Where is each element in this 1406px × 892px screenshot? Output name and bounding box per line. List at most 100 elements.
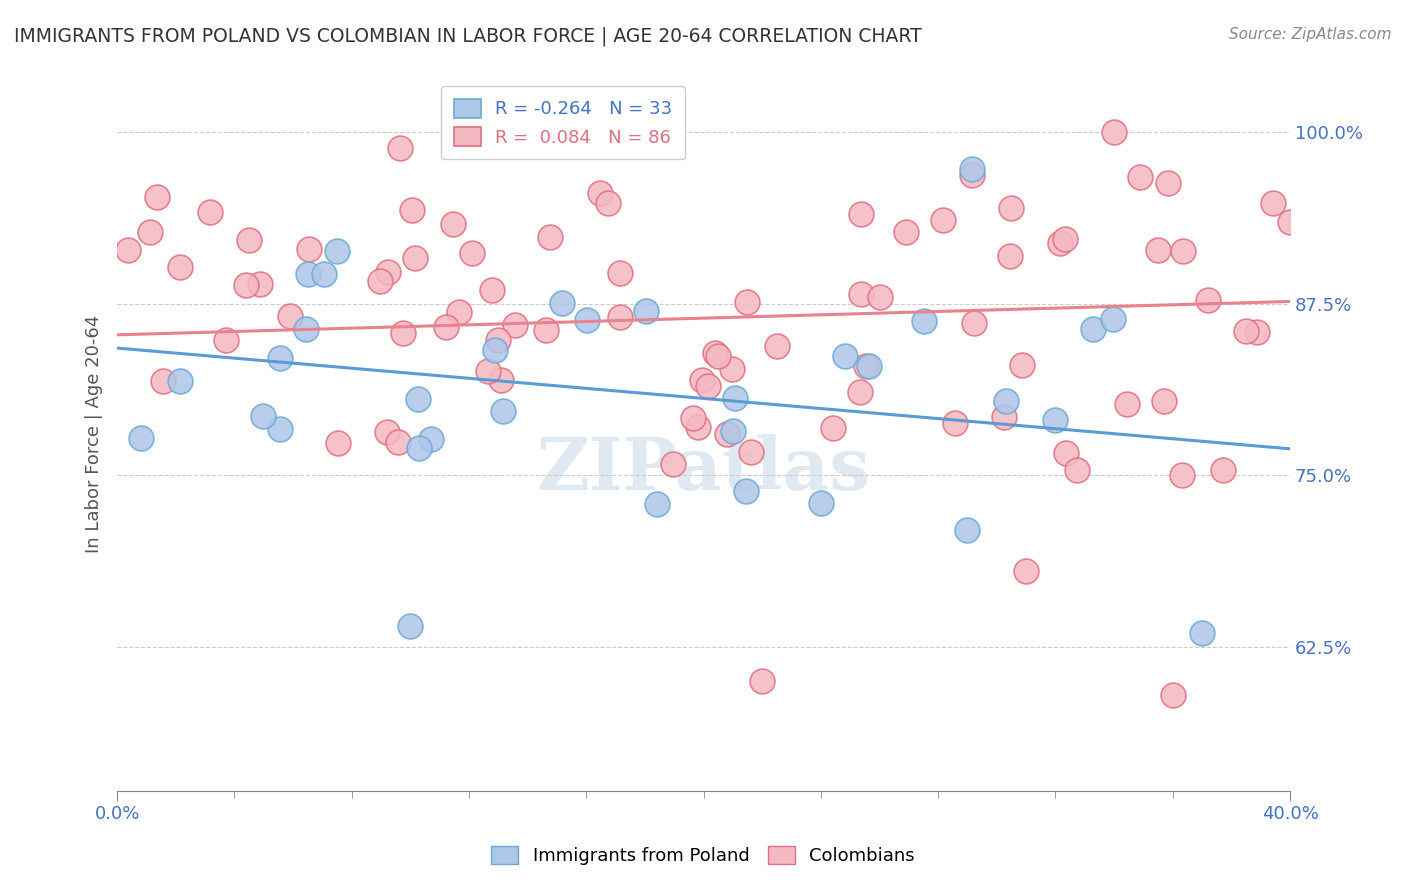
Point: [399, 619, 422, 633]
Point: [129, 431, 152, 445]
Point: [912, 314, 935, 328]
Point: [249, 39, 271, 54]
Point: [1101, 311, 1123, 326]
Point: [389, 141, 412, 155]
Point: [735, 483, 758, 498]
Point: [434, 320, 457, 334]
Point: [1191, 626, 1213, 640]
Point: [449, 305, 471, 319]
Point: [735, 295, 758, 310]
Point: [724, 391, 747, 405]
Point: [551, 295, 574, 310]
Point: [931, 212, 953, 227]
Point: [1049, 235, 1071, 250]
Point: [1153, 393, 1175, 408]
Point: [851, 287, 873, 301]
Legend: Immigrants from Poland, Colombians: Immigrants from Poland, Colombians: [482, 837, 924, 874]
Point: [609, 310, 631, 325]
Point: [636, 303, 658, 318]
Point: [387, 434, 409, 449]
Point: [146, 190, 169, 204]
Point: [215, 333, 238, 347]
Point: [484, 343, 506, 357]
Legend: R = -0.264   N = 33, R =  0.084   N = 86: R = -0.264 N = 33, R = 0.084 N = 86: [441, 87, 685, 160]
Point: [235, 278, 257, 293]
Point: [855, 359, 877, 374]
Point: [609, 266, 631, 280]
Point: [1066, 462, 1088, 476]
Point: [1081, 322, 1104, 336]
Point: [534, 323, 557, 337]
Point: [441, 217, 464, 231]
Point: [377, 265, 399, 279]
Point: [1129, 170, 1152, 185]
Point: [690, 373, 713, 387]
Point: [1161, 688, 1184, 702]
Point: [682, 411, 704, 425]
Point: [995, 393, 1018, 408]
Point: [1197, 293, 1219, 307]
Point: [716, 427, 738, 442]
Point: [998, 250, 1021, 264]
Point: [956, 523, 979, 537]
Point: [993, 410, 1015, 425]
Point: [269, 351, 291, 365]
Point: [896, 225, 918, 239]
Point: [297, 267, 319, 281]
Point: [858, 359, 880, 373]
Point: [461, 245, 484, 260]
Point: [1157, 176, 1180, 190]
Point: [751, 674, 773, 689]
Point: [1054, 446, 1077, 460]
Text: Source: ZipAtlas.com: Source: ZipAtlas.com: [1229, 27, 1392, 42]
Point: [849, 207, 872, 221]
Point: [169, 374, 191, 388]
Point: [1279, 214, 1302, 228]
Point: [598, 195, 620, 210]
Point: [252, 409, 274, 423]
Point: [328, 435, 350, 450]
Point: [740, 444, 762, 458]
Point: [269, 421, 291, 435]
Point: [963, 316, 986, 330]
Point: [486, 333, 509, 347]
Point: [704, 346, 727, 360]
Point: [849, 385, 872, 400]
Point: [720, 361, 742, 376]
Point: [1053, 232, 1076, 246]
Point: [834, 349, 856, 363]
Point: [489, 373, 512, 387]
Point: [375, 425, 398, 440]
Point: [960, 162, 983, 177]
Point: [1000, 202, 1022, 216]
Point: [198, 204, 221, 219]
Point: [1116, 397, 1139, 411]
Point: [481, 283, 503, 297]
Point: [960, 168, 983, 182]
Point: [1246, 325, 1268, 339]
Point: [721, 425, 744, 439]
Point: [401, 202, 423, 217]
Text: IMMIGRANTS FROM POLAND VS COLOMBIAN IN LABOR FORCE | AGE 20-64 CORRELATION CHART: IMMIGRANTS FROM POLAND VS COLOMBIAN IN L…: [14, 27, 922, 46]
Point: [810, 496, 832, 510]
Point: [314, 268, 336, 282]
Point: [238, 234, 260, 248]
Point: [1171, 244, 1194, 259]
Point: [765, 339, 787, 353]
Point: [139, 225, 162, 239]
Point: [589, 186, 612, 201]
Point: [404, 251, 426, 265]
Point: [298, 242, 321, 256]
Point: [477, 364, 499, 378]
Point: [295, 321, 318, 335]
Point: [1045, 413, 1067, 427]
Point: [538, 230, 561, 244]
Point: [645, 497, 668, 511]
Point: [869, 290, 891, 304]
Point: [1171, 467, 1194, 482]
Point: [853, 45, 876, 60]
Point: [278, 309, 301, 323]
Y-axis label: In Labor Force | Age 20-64: In Labor Force | Age 20-64: [86, 315, 103, 553]
Point: [943, 417, 966, 431]
Text: ZIPatlas: ZIPatlas: [537, 434, 870, 506]
